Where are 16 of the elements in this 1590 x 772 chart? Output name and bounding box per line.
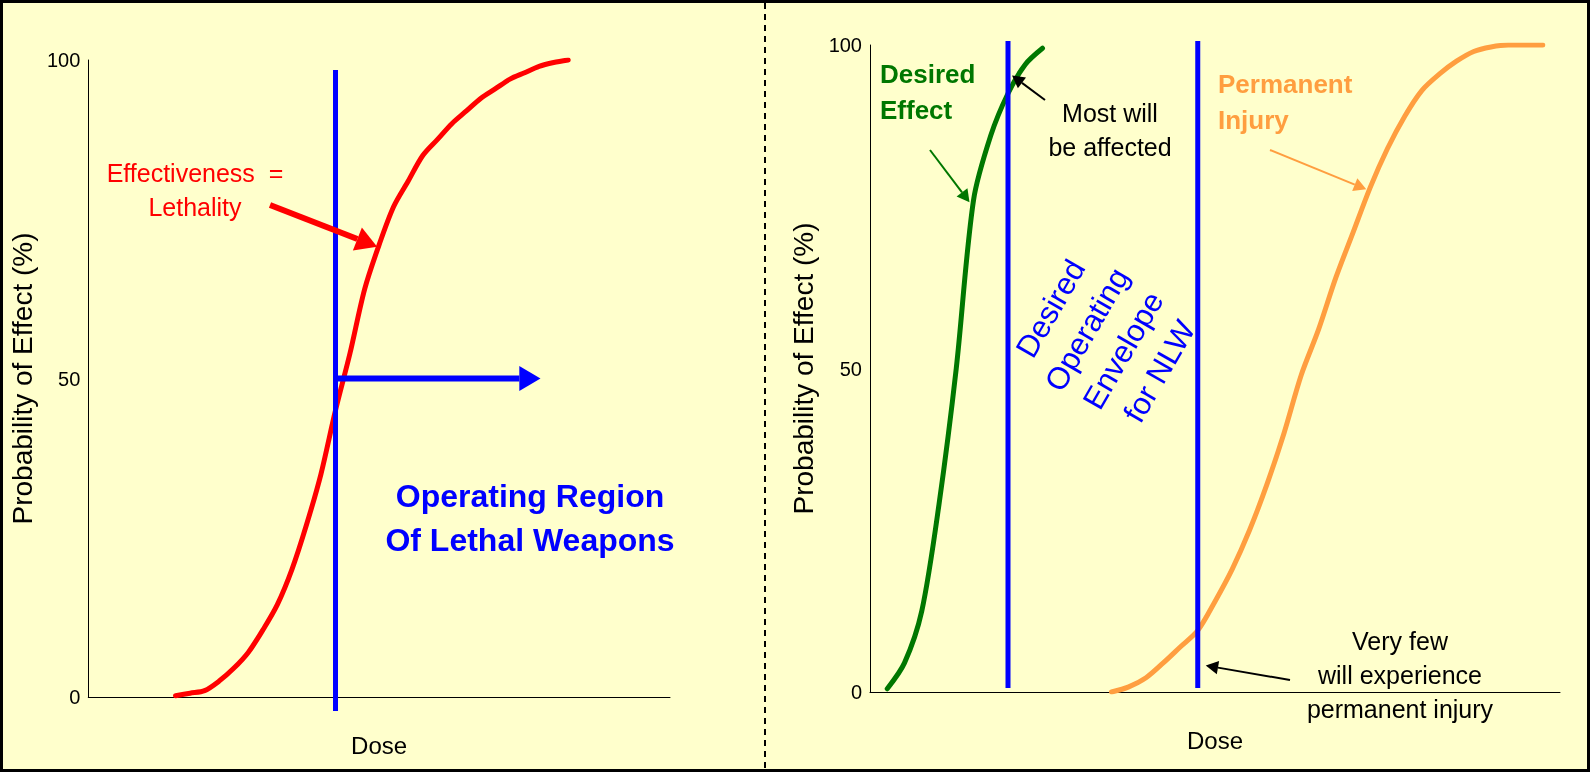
annotation: Very few will experience permanent injury <box>1306 627 1494 723</box>
x-axis-title: Dose <box>1186 726 1244 754</box>
y-axis-title: Probability of Effect (%) <box>787 222 819 515</box>
y-tick-label: 50 <box>58 367 81 390</box>
y-tick-label: 0 <box>69 686 81 708</box>
annotation: Most will be affected <box>1048 99 1172 161</box>
y-tick-label: 100 <box>828 34 862 56</box>
y-tick-label: 50 <box>839 357 862 380</box>
x-axis-title: Dose <box>351 731 408 759</box>
annotation: Operating Region Of Lethal Weapons <box>385 478 675 558</box>
y-tick-label: 0 <box>850 681 862 703</box>
y-axis-title: Probability of Effect (%) <box>6 232 38 525</box>
annotation: Effectiveness = Lethality <box>106 159 284 221</box>
y-tick-label: 100 <box>46 49 81 71</box>
series-label: Desired Effect <box>880 59 976 125</box>
series-label: Permanent Injury <box>1218 69 1353 135</box>
